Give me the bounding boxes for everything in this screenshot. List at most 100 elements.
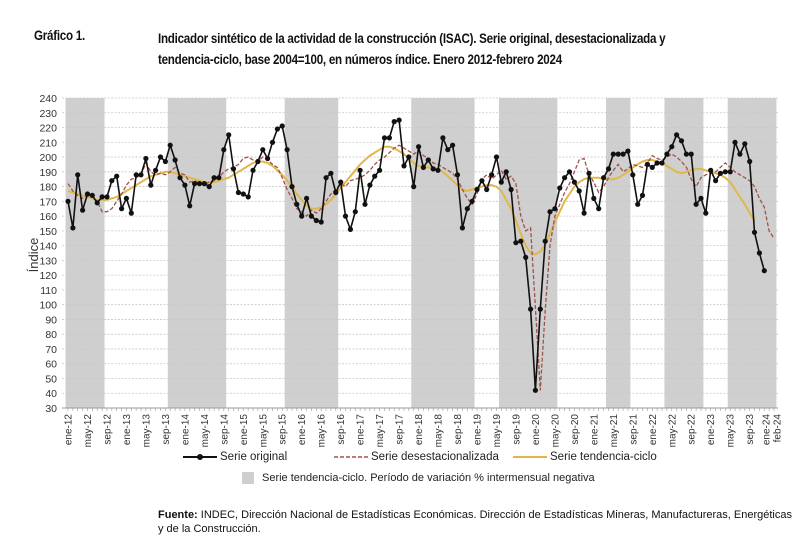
y-tick-label: 220 — [39, 123, 57, 135]
data-point-original — [99, 194, 105, 200]
y-tick-label: 130 — [39, 255, 57, 267]
x-tick-label: sep-16 — [336, 414, 347, 445]
data-point-original — [279, 123, 285, 129]
data-point-original — [235, 189, 241, 196]
x-tick-label: sep-21 — [628, 414, 639, 445]
data-point-original — [683, 151, 690, 157]
x-tick-label: may-15 — [258, 414, 269, 448]
data-point-original — [639, 192, 646, 198]
data-point-original — [299, 213, 305, 219]
source-note: Fuente: INDEC, Dirección Nacional de Est… — [158, 508, 798, 536]
x-tick-label: ene-20 — [531, 414, 542, 446]
data-point-original — [313, 217, 319, 224]
data-point-original — [70, 225, 76, 231]
data-point-original — [352, 209, 358, 215]
legend-swatch-desest — [334, 456, 368, 458]
data-point-original — [484, 186, 490, 193]
data-point-original — [630, 172, 636, 178]
data-point-original — [114, 173, 120, 179]
data-point-original — [761, 268, 767, 274]
data-point-original — [245, 194, 251, 200]
data-point-original — [513, 240, 519, 246]
data-point-original — [445, 147, 451, 153]
data-point-original — [333, 189, 339, 196]
data-point-original — [138, 172, 144, 178]
data-point-original — [362, 201, 368, 207]
data-point-original — [474, 186, 480, 193]
data-point-original — [459, 225, 465, 231]
data-point-original — [596, 206, 602, 212]
line-chart: 30 40 50 60 70 80 90 100 110 120 130 140 150 160 170 18… — [26, 93, 784, 448]
data-point-original — [625, 148, 631, 154]
y-tick-label: 180 — [39, 182, 57, 194]
data-point-original — [318, 219, 324, 225]
data-point-original — [357, 167, 363, 173]
data-point-original — [727, 169, 733, 175]
y-tick-label: 240 — [39, 93, 57, 105]
data-point-original — [396, 117, 402, 123]
y-tick-label: 60 — [45, 359, 57, 371]
legend: Serie original Serie desestacionalizada … — [0, 451, 800, 491]
data-point-original — [576, 188, 582, 194]
data-point-original — [119, 206, 125, 212]
data-point-original — [557, 185, 563, 191]
x-tick-label: may-18 — [434, 414, 445, 448]
data-point-original — [664, 151, 670, 157]
x-tick-label: ene-17 — [356, 414, 367, 446]
shaded-period — [284, 98, 339, 408]
x-tick-label: may-21 — [609, 414, 620, 448]
data-point-original — [289, 184, 295, 190]
data-point-original — [128, 210, 134, 216]
data-point-original — [586, 170, 592, 176]
data-point-original — [386, 135, 392, 141]
y-tick-label: 40 — [45, 388, 57, 400]
data-point-original — [523, 254, 529, 260]
legend-swatch-shade — [242, 472, 254, 484]
data-point-original — [674, 132, 680, 138]
x-tick-label: sep-22 — [687, 414, 698, 445]
x-tick-label: may-23 — [726, 414, 737, 448]
data-point-original — [391, 119, 397, 125]
data-point-original — [503, 169, 509, 175]
data-point-original — [450, 142, 456, 148]
y-tick-label: 210 — [39, 137, 57, 149]
data-point-original — [717, 170, 724, 176]
data-point-original — [562, 175, 568, 181]
y-tick-label: 190 — [39, 167, 57, 179]
x-tick-label: ene-12 — [64, 414, 75, 446]
data-point-original — [216, 175, 222, 181]
x-tick-label: sep-14 — [219, 414, 230, 445]
data-point-original — [430, 166, 436, 172]
data-point-original — [274, 126, 280, 132]
data-point-original — [591, 195, 597, 201]
x-tick-label: ene-16 — [297, 414, 308, 446]
x-tick-label: ene-19 — [472, 414, 483, 446]
data-point-original — [542, 238, 548, 244]
data-point-original — [104, 194, 110, 200]
y-tick-label: 160 — [39, 211, 57, 223]
shaded-period — [664, 98, 704, 408]
x-tick-label: feb-24 — [773, 414, 784, 443]
x-tick-label: sep-19 — [511, 414, 522, 445]
x-tick-label: ene-18 — [414, 414, 425, 446]
series-points-original — [65, 117, 767, 393]
data-point-original — [372, 173, 378, 179]
x-tick-label: ene-13 — [122, 414, 133, 446]
data-point-original — [581, 210, 587, 216]
data-point-original — [196, 181, 203, 187]
data-point-original — [381, 135, 388, 141]
legend-swatch-tendencia — [513, 456, 547, 458]
y-tick-label: 170 — [39, 196, 57, 208]
x-tick-label: ene-23 — [706, 414, 717, 446]
data-point-original — [250, 167, 256, 173]
legend-item-shade: Serie tendencia-ciclo. Período de variac… — [242, 472, 595, 484]
data-point-original — [94, 200, 100, 206]
y-tick-label: 120 — [39, 270, 57, 282]
data-point-original — [328, 170, 334, 176]
y-tick-label: 140 — [39, 241, 57, 253]
y-tick-label: 70 — [45, 344, 57, 356]
data-point-original — [226, 132, 232, 138]
data-point-original — [547, 209, 553, 215]
y-tick-label: 110 — [40, 285, 57, 297]
data-point-original — [255, 158, 261, 165]
